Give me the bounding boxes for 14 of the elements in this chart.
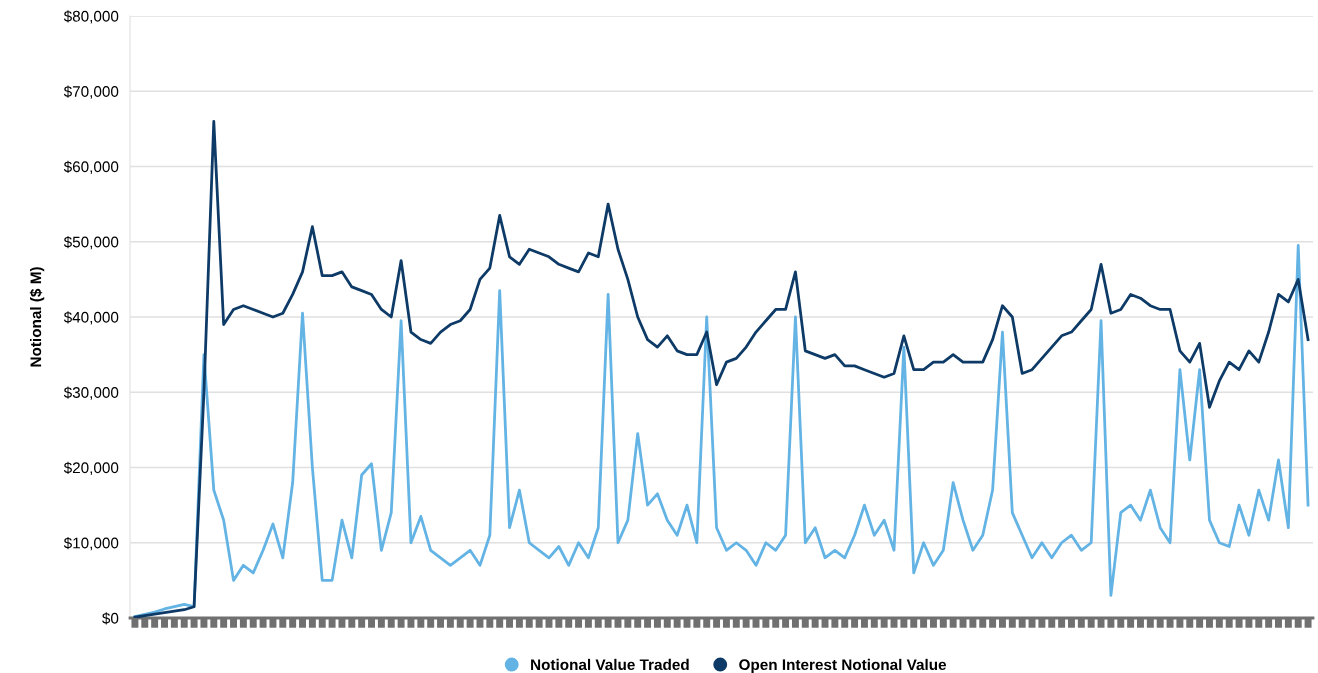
- legend-label: Open Interest Notional Value: [739, 658, 947, 673]
- y-tick-label: $60,000: [63, 160, 119, 174]
- y-tick-label: $40,000: [63, 311, 119, 325]
- y-tick-label: $10,000: [63, 536, 119, 551]
- y-tick-label: $70,000: [63, 85, 119, 99]
- legend-label: Notional Value Traded: [531, 658, 689, 671]
- line-series: [133, 119, 1310, 618]
- y-tick-label: $20,000: [63, 461, 119, 475]
- y-tick-label: $30,000: [63, 386, 119, 400]
- line-series: [133, 244, 1310, 618]
- y-tick-label: $50,000: [63, 235, 119, 250]
- y-axis-title: Notional ($ M): [29, 267, 45, 367]
- y-tick-label: $0: [102, 612, 119, 625]
- y-tick-label: $80,000: [63, 10, 119, 24]
